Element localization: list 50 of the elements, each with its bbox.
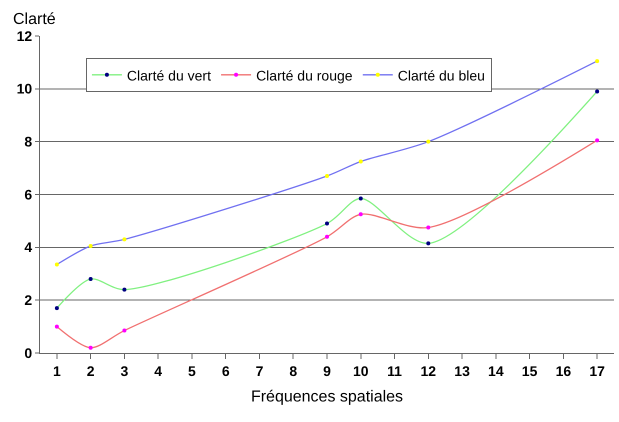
point xyxy=(122,288,126,292)
x-tick-label: 6 xyxy=(222,362,230,379)
point xyxy=(595,89,600,94)
x-tick-label: 14 xyxy=(488,362,504,379)
x-tick-label: 12 xyxy=(420,362,436,379)
y-axis-title: Clarté xyxy=(13,11,56,28)
point xyxy=(54,306,59,310)
x-tick-label: 16 xyxy=(556,362,572,379)
legend-label: Clarté du bleu xyxy=(398,67,485,84)
x-tick-label: 9 xyxy=(323,362,332,379)
x-axis-title: Fréquences spatiales xyxy=(250,388,404,406)
x-tick-label: 17 xyxy=(589,362,606,379)
y-tick-label: 4 xyxy=(24,239,32,256)
point xyxy=(122,237,126,242)
x-tick-label: 8 xyxy=(289,362,298,379)
y-tick-label: 6 xyxy=(24,186,32,202)
point xyxy=(426,140,430,144)
point xyxy=(54,262,59,266)
x-tick-label: 2 xyxy=(86,362,95,379)
point xyxy=(54,324,59,329)
point xyxy=(358,159,363,164)
y-tick-label: 2 xyxy=(24,292,32,308)
x-tick-label: 11 xyxy=(387,362,402,379)
y-tick-label: 0 xyxy=(24,344,32,361)
x-tick-label: 3 xyxy=(120,362,129,379)
point xyxy=(325,174,329,178)
legend-label: Clarté du rouge xyxy=(256,67,353,84)
point xyxy=(122,328,126,333)
x-tick-label: 7 xyxy=(256,362,264,379)
point xyxy=(595,59,600,64)
x-tick-label: 13 xyxy=(454,362,470,379)
point xyxy=(358,212,363,216)
point xyxy=(426,226,430,230)
x-tick-label: 10 xyxy=(352,362,369,379)
point xyxy=(88,346,93,350)
point xyxy=(426,241,430,246)
legend-label: Clarté du vert xyxy=(126,67,212,84)
x-tick-label: 5 xyxy=(188,362,196,379)
point xyxy=(325,234,329,239)
point xyxy=(325,222,329,226)
point xyxy=(595,138,600,142)
x-tick-label: 4 xyxy=(154,362,162,379)
y-tick-label: 8 xyxy=(24,134,32,150)
x-tick-label: 1 xyxy=(52,362,61,379)
x-tick-label: 15 xyxy=(522,362,538,379)
point xyxy=(88,244,93,248)
point xyxy=(358,196,363,200)
y-tick-label: 12 xyxy=(16,28,32,44)
point xyxy=(88,277,93,282)
y-tick-label: 10 xyxy=(16,80,32,97)
